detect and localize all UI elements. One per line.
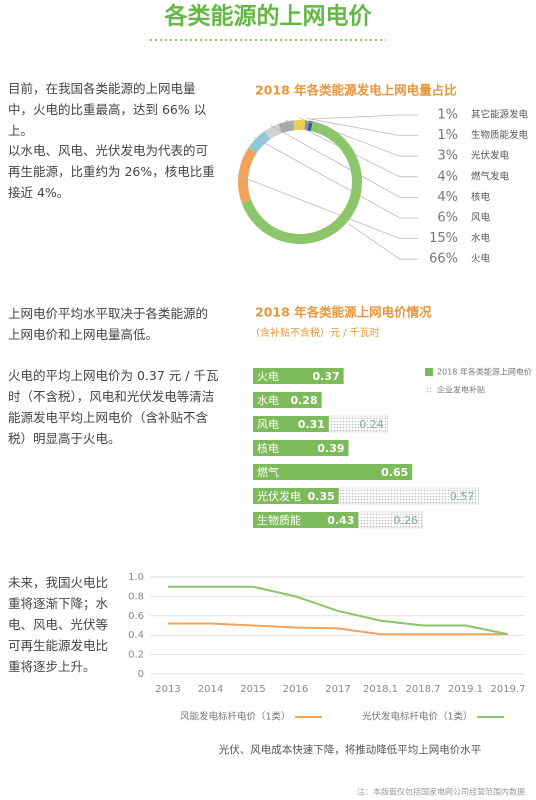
pie-slice	[248, 131, 271, 154]
y-tick-label: 0	[138, 669, 144, 680]
category-label: 燃气发电	[471, 170, 510, 182]
x-tick-label: 2015	[240, 684, 265, 695]
leader-line	[254, 136, 418, 219]
leader-line	[285, 119, 418, 178]
value-label: 0.43	[327, 514, 354, 527]
x-tick-label: 2019.7	[491, 684, 526, 695]
legend-label: 风能发电标杆电价（1类）	[180, 711, 291, 723]
legend-label: 2018 年各类能源上网电价	[437, 367, 532, 377]
paragraph: 未来，我国火电比重将逐渐下降；水电、风电、光伏等可再生能源发电比重将逐步上升。	[8, 575, 109, 674]
value-label: 4%	[437, 190, 458, 205]
category-label: 火电	[471, 253, 491, 265]
category-label: 核电	[471, 191, 491, 203]
paragraph: 火电的平均上网电价为 0.37 元 / 千瓦时（不含税），风电和光伏发电等清洁能…	[8, 368, 219, 446]
value-label: 0.37	[313, 370, 340, 383]
category-label: 水电	[471, 232, 491, 244]
x-tick-label: 2018.7	[406, 684, 441, 695]
y-tick-label: 0.4	[128, 630, 144, 641]
value-label: 0.57	[450, 490, 475, 503]
value-label: 0.24	[359, 418, 384, 431]
category-label: 风电	[471, 212, 491, 224]
value-label: 0.65	[381, 466, 408, 479]
value-label: 6%	[437, 211, 458, 226]
category-label: 核电	[257, 441, 279, 455]
page-title: 各类能源的上网电价	[164, 3, 373, 30]
value-label: 4%	[437, 169, 458, 184]
chart-title: 2018 年各类能源发电上网电量占比	[255, 83, 457, 98]
chart-title: 2018 年各类能源上网电价情况	[255, 305, 432, 320]
value-label: 66%	[429, 252, 458, 267]
category-label: 火电	[257, 370, 279, 383]
legend-swatch	[425, 386, 433, 394]
leader-line	[348, 223, 418, 260]
x-tick-label: 2017	[325, 684, 350, 695]
paragraph: 以水电、风电、光伏发电为代表的可再生能源，比重约为 26%，核电比重接近 4%。	[8, 143, 215, 200]
chart-subtitle: （含补贴不含税）元 / 千瓦时	[250, 326, 380, 339]
leader-line	[270, 124, 418, 198]
x-tick-label: 2018.1	[363, 684, 398, 695]
bar	[253, 416, 329, 432]
bar	[358, 511, 423, 529]
category-label: 水电	[257, 394, 279, 407]
paragraph: 上网电价平均水平取决于各类能源的上网电价和上网电量高低。	[8, 306, 209, 342]
leader-line	[236, 174, 418, 240]
category-label: 光伏发电	[471, 150, 510, 162]
bar	[253, 368, 344, 384]
bar	[253, 512, 359, 528]
pie-slice	[278, 120, 295, 134]
value-label: 0.26	[394, 514, 419, 527]
bar	[253, 440, 349, 456]
value-label: 1%	[437, 108, 458, 123]
category-label: 其它能源发电	[471, 109, 529, 121]
legend-label: 光伏发电标杆电价（1类）	[362, 711, 473, 723]
value-label: 0.28	[290, 394, 317, 407]
bar	[253, 392, 322, 408]
x-tick-label: 2013	[155, 684, 180, 695]
legend-swatch	[425, 368, 433, 376]
bar	[253, 488, 339, 504]
leader-line	[311, 114, 418, 120]
y-tick-label: 0.6	[128, 611, 144, 622]
footnote: 注：本版面仅包括国家电网公司经营范围内数据	[357, 787, 525, 797]
x-tick-label: 2019.1	[448, 684, 483, 695]
x-tick-label: 2016	[283, 684, 308, 695]
x-tick-label: 2014	[198, 684, 223, 695]
bar	[328, 415, 389, 433]
pie-slice	[238, 147, 257, 204]
bar	[253, 464, 413, 480]
legend-label: 企业发电补贴	[437, 385, 485, 395]
bar	[338, 487, 479, 505]
value-label: 0.31	[298, 418, 325, 431]
value-label: 15%	[429, 231, 458, 246]
pie-slice	[241, 121, 362, 244]
value-label: 0.35	[308, 490, 335, 503]
paragraph: 目前，在我国各类能源的上网电量中，火电的比重最高，达到 66% 以上。	[8, 81, 207, 138]
value-label: 3%	[437, 149, 458, 164]
category-label: 光伏发电	[257, 489, 301, 503]
value-label: 1%	[437, 128, 458, 143]
y-tick-label: 0.2	[128, 650, 144, 661]
value-label: 0.39	[317, 442, 344, 455]
line-series	[168, 622, 508, 636]
leader-line	[307, 118, 418, 137]
chart-caption: 光伏、风电成本快速下降，将推动降低平均上网电价水平	[219, 743, 482, 756]
line-series	[168, 585, 509, 636]
y-tick-label: 1.0	[128, 572, 144, 583]
category-label: 生物质能	[257, 513, 301, 527]
category-label: 燃气	[257, 465, 279, 479]
category-label: 风电	[257, 418, 279, 431]
category-label: 生物质能发电	[471, 129, 529, 141]
pie-slice	[264, 123, 283, 140]
pie-slice	[307, 120, 313, 132]
y-tick-label: 0.8	[128, 591, 144, 602]
